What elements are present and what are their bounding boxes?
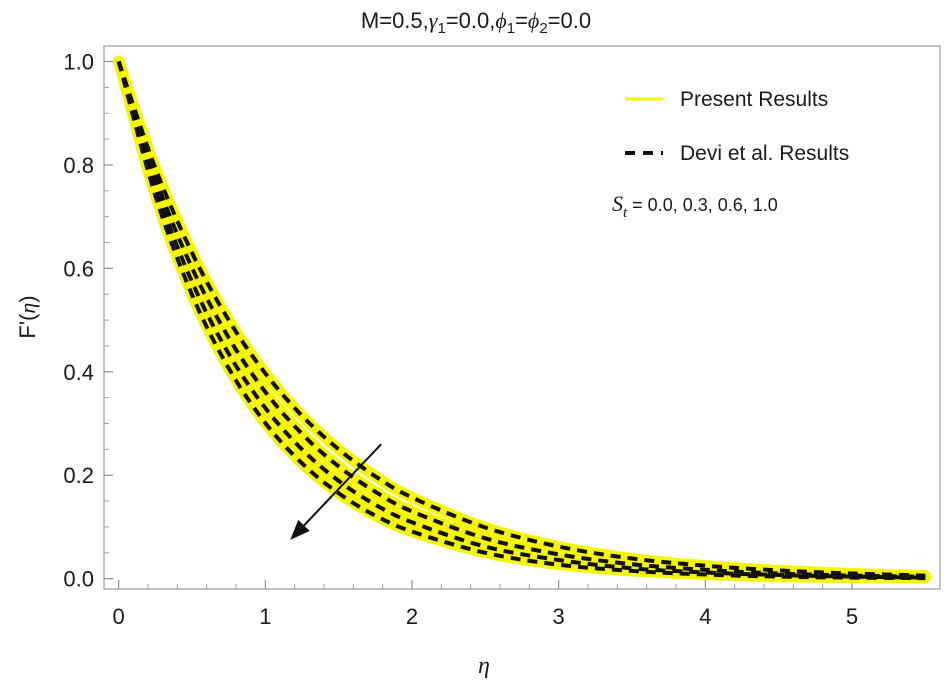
legend-label-present: Present Results: [680, 88, 828, 111]
x-tick-label: 5: [846, 604, 858, 629]
present-result-line: [113, 56, 931, 584]
y-tick-label: 0.6: [63, 256, 94, 281]
x-axis-label: η: [478, 653, 490, 679]
legend-label-devi: Devi et al. Results: [680, 142, 849, 165]
legend: Present Results Devi et al. Results St =…: [612, 88, 849, 221]
y-tick-label: 0.8: [63, 153, 94, 178]
axis-ticks: 0 1 2 3 4 5 0.0 0.2 0.4 0.6 0.8 1.0: [63, 50, 858, 629]
devi-result-line: [116, 60, 926, 580]
data-series: [113, 56, 931, 584]
arrow-shaft: [303, 443, 382, 527]
y-tick-label: 0.0: [63, 567, 94, 592]
y-tick-label: 1.0: [63, 50, 94, 75]
x-tick-label: 0: [113, 604, 125, 629]
legend-item-present: Present Results: [625, 88, 828, 111]
x-tick-label: 1: [259, 604, 271, 629]
y-tick-label: 0.4: [63, 360, 94, 385]
y-axis-label: F'(η): [15, 295, 40, 338]
y-tick-label: 0.2: [63, 463, 94, 488]
st-annotation: St = 0.0, 0.3, 0.6, 1.0: [612, 191, 778, 221]
present-result-line: [113, 56, 931, 582]
trend-arrow: [290, 443, 382, 540]
x-tick-label: 4: [699, 604, 711, 629]
x-tick-label: 3: [553, 604, 565, 629]
legend-item-devi: Devi et al. Results: [625, 142, 849, 165]
chart-title: M=0.5,γ1=0.0,ϕ1=ϕ2=0.0: [361, 8, 591, 37]
x-tick-label: 2: [406, 604, 418, 629]
devi-result-line: [116, 60, 926, 581]
present-result-line: [113, 56, 931, 584]
present-result-line: [113, 56, 931, 583]
devi-result-line: [116, 60, 926, 579]
devi-result-line: [116, 60, 926, 578]
arrow-head: [290, 519, 310, 540]
plot-frame: [103, 45, 941, 590]
